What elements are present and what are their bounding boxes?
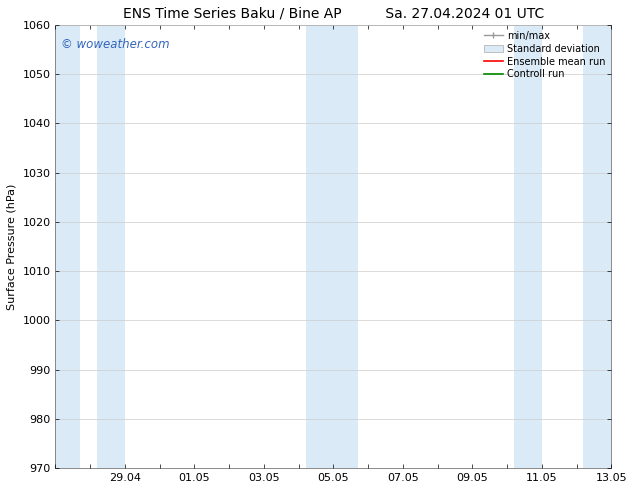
Bar	[56, 25, 80, 468]
Text: © woweather.com: © woweather.com	[61, 38, 170, 51]
Y-axis label: Surface Pressure (hPa): Surface Pressure (hPa)	[7, 183, 17, 310]
Title: ENS Time Series Baku / Bine AP          Sa. 27.04.2024 01 UTC: ENS Time Series Baku / Bine AP Sa. 27.04…	[123, 7, 544, 21]
Bar	[583, 25, 618, 468]
Bar	[514, 25, 542, 468]
Legend: min/max, Standard deviation, Ensemble mean run, Controll run: min/max, Standard deviation, Ensemble me…	[480, 27, 609, 83]
Bar	[97, 25, 125, 468]
Bar	[306, 25, 358, 468]
